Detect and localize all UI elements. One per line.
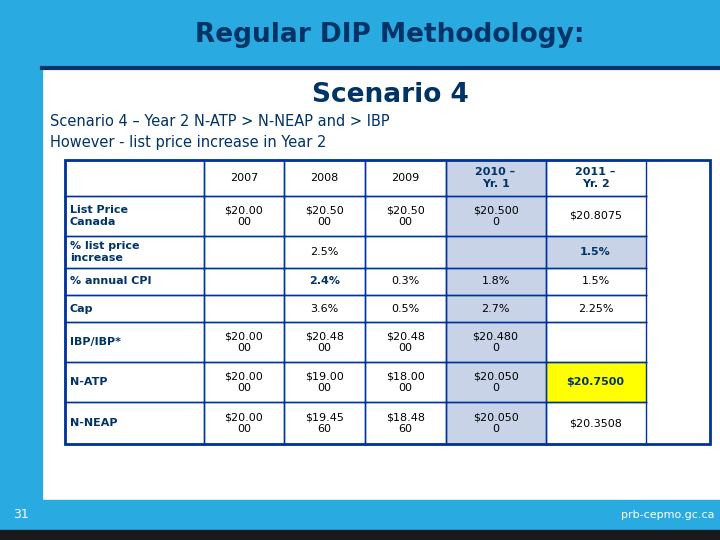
- Bar: [65, 160, 710, 444]
- Text: $20.500
0: $20.500 0: [472, 205, 518, 227]
- Text: 2009: 2009: [391, 173, 419, 183]
- Text: 2011 –
Yr. 2: 2011 – Yr. 2: [575, 167, 616, 189]
- Text: $20.50
00: $20.50 00: [305, 205, 344, 227]
- Text: $20.050
0: $20.050 0: [472, 371, 518, 393]
- Text: $20.8075: $20.8075: [569, 211, 622, 221]
- Text: $20.050
0: $20.050 0: [472, 412, 518, 434]
- Text: 2.5%: 2.5%: [310, 247, 339, 257]
- Text: Regular DIP Methodology:: Regular DIP Methodology:: [195, 22, 585, 48]
- Bar: [0, 0, 42, 540]
- Text: 2.4%: 2.4%: [309, 276, 340, 287]
- Text: Scenario 4 – Year 2 N-ATP > N-NEAP and > IBP: Scenario 4 – Year 2 N-ATP > N-NEAP and >…: [50, 114, 390, 130]
- Text: 2010 –
Yr. 1: 2010 – Yr. 1: [475, 167, 516, 189]
- Bar: [546, 236, 646, 268]
- Bar: [0, 500, 720, 530]
- Text: $20.48
00: $20.48 00: [305, 331, 344, 353]
- Text: N-ATP: N-ATP: [70, 377, 107, 387]
- Text: 2.7%: 2.7%: [481, 303, 510, 314]
- Text: N-NEAP: N-NEAP: [70, 418, 117, 428]
- Text: 1.8%: 1.8%: [482, 276, 510, 287]
- Text: $18.00
00: $18.00 00: [386, 371, 425, 393]
- Text: % list price
increase: % list price increase: [70, 241, 140, 263]
- Text: IBP/IBP*: IBP/IBP*: [70, 337, 121, 347]
- Text: 0.3%: 0.3%: [391, 276, 419, 287]
- Text: $20.00
00: $20.00 00: [225, 331, 264, 353]
- Text: $19.00
00: $19.00 00: [305, 371, 344, 393]
- Text: 2008: 2008: [310, 173, 338, 183]
- Text: $20.7500: $20.7500: [567, 377, 624, 387]
- Text: List Price
Canada: List Price Canada: [70, 205, 128, 227]
- Text: Scenario 4: Scenario 4: [312, 82, 469, 108]
- Text: 1.5%: 1.5%: [580, 247, 611, 257]
- Text: $20.480
0: $20.480 0: [472, 331, 518, 353]
- Text: % annual CPI: % annual CPI: [70, 276, 151, 287]
- Bar: [446, 160, 546, 444]
- Text: $20.50
00: $20.50 00: [386, 205, 425, 227]
- Bar: [65, 160, 710, 444]
- Bar: [0, 530, 720, 540]
- Text: 3.6%: 3.6%: [310, 303, 338, 314]
- Bar: [0, 0, 720, 68]
- Text: $20.00
00: $20.00 00: [225, 371, 264, 393]
- Text: 2007: 2007: [230, 173, 258, 183]
- Text: Cap: Cap: [70, 303, 94, 314]
- Text: $20.3508: $20.3508: [569, 418, 622, 428]
- Text: $19.45
60: $19.45 60: [305, 412, 344, 434]
- Text: $20.00
00: $20.00 00: [225, 205, 264, 227]
- Text: 0.5%: 0.5%: [391, 303, 419, 314]
- Text: 31: 31: [13, 509, 29, 522]
- Text: However - list price increase in Year 2: However - list price increase in Year 2: [50, 134, 326, 150]
- Text: $18.48
60: $18.48 60: [386, 412, 425, 434]
- Text: $20.48
00: $20.48 00: [386, 331, 425, 353]
- Text: 2.25%: 2.25%: [577, 303, 613, 314]
- Text: $20.00
00: $20.00 00: [225, 412, 264, 434]
- Text: prb-cepmo.gc.ca: prb-cepmo.gc.ca: [621, 510, 715, 520]
- Bar: [546, 362, 646, 402]
- Text: 1.5%: 1.5%: [581, 276, 610, 287]
